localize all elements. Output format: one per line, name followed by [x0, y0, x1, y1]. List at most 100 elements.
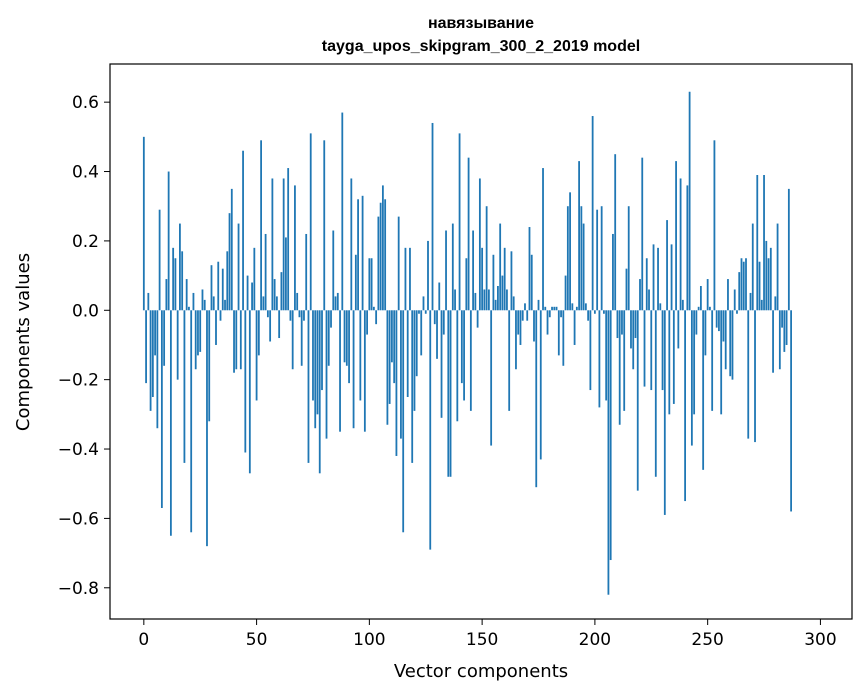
- bar-component-72: [305, 233, 308, 311]
- bar-component-110: [391, 310, 393, 363]
- y-tick-label: 0.2: [72, 232, 99, 252]
- bar-component-24: [197, 310, 199, 356]
- bar-component-169: [524, 303, 526, 311]
- bar-component-67: [294, 185, 296, 311]
- bar-component-189: [569, 192, 571, 311]
- bar-component-13: [172, 247, 175, 311]
- bar-component-102: [372, 306, 375, 311]
- bar-component-77: [316, 310, 319, 415]
- bar-component-176: [539, 310, 542, 460]
- bar-component-134: [445, 230, 447, 311]
- bar-component-136: [449, 310, 452, 477]
- bar-component-38: [228, 213, 231, 311]
- bar-component-62: [282, 178, 285, 311]
- bar-component-271: [754, 310, 756, 443]
- bar-component-254: [715, 310, 718, 328]
- bar-component-281: [776, 223, 779, 311]
- bar-component-128: [431, 122, 434, 311]
- bar-component-217: [632, 310, 635, 370]
- bar-component-220: [639, 279, 641, 311]
- bar-component-192: [575, 306, 578, 311]
- bar-component-203: [600, 206, 603, 311]
- bar-component-269: [749, 292, 752, 311]
- bar-component-286: [787, 188, 790, 311]
- bar-component-222: [643, 310, 646, 387]
- bar-component-14: [174, 258, 177, 311]
- bar-component-6: [156, 310, 159, 429]
- bar-component-177: [542, 168, 544, 311]
- bar-component-86: [336, 292, 339, 311]
- bar-component-84: [332, 230, 335, 311]
- bar-component-114: [400, 310, 402, 439]
- bar-component-139: [456, 310, 459, 422]
- bar-component-240: [684, 310, 686, 502]
- bar-component-179: [546, 310, 549, 335]
- bar-component-149: [478, 178, 481, 311]
- bar-component-138: [454, 289, 456, 311]
- bar-component-0: [142, 136, 145, 311]
- y-tick-label: −0.4: [58, 440, 99, 460]
- bar-component-125: [424, 310, 427, 314]
- bar-component-168: [521, 310, 524, 321]
- bar-component-186: [562, 310, 565, 366]
- bar-component-113: [397, 216, 400, 311]
- bar-component-144: [467, 157, 470, 311]
- bar-component-92: [350, 178, 353, 311]
- y-tick-label: −0.2: [58, 371, 99, 391]
- bar-component-231: [663, 310, 666, 515]
- bar-component-73: [307, 310, 310, 463]
- bar-component-17: [181, 251, 184, 311]
- bar-component-48: [251, 282, 253, 311]
- x-tick-label: 200: [579, 630, 611, 650]
- bar-component-22: [192, 292, 195, 311]
- bar-component-216: [630, 310, 632, 349]
- bar-component-194: [580, 206, 583, 311]
- bar-component-15: [176, 310, 179, 380]
- bar-component-155: [492, 254, 495, 311]
- bar-component-235: [672, 310, 675, 404]
- y-tick-label: 0.4: [72, 163, 99, 183]
- bar-component-37: [226, 251, 229, 311]
- bar-component-252: [711, 310, 714, 411]
- bar-component-4: [151, 310, 154, 397]
- bar-component-12: [169, 310, 172, 536]
- bar-component-122: [418, 310, 420, 314]
- bar-component-54: [264, 233, 267, 311]
- bar-component-119: [411, 310, 414, 463]
- bar-component-127: [429, 310, 432, 550]
- bar-component-161: [506, 289, 508, 311]
- bar-component-173: [533, 310, 535, 342]
- bar-component-219: [636, 310, 639, 491]
- bar-component-42: [237, 223, 240, 311]
- bar-component-257: [722, 310, 725, 342]
- bar-component-118: [409, 247, 411, 311]
- bar-component-58: [273, 279, 276, 311]
- bar-component-121: [415, 310, 418, 377]
- bar-component-204: [603, 310, 605, 314]
- bar-component-105: [379, 202, 382, 311]
- bar-component-250: [706, 279, 709, 311]
- x-tick-label: 150: [466, 630, 498, 650]
- bar-component-74: [309, 133, 312, 311]
- bar-component-184: [557, 310, 560, 356]
- bar-component-163: [510, 251, 513, 311]
- bar-component-129: [433, 310, 436, 325]
- bar-component-260: [729, 310, 732, 377]
- bar-component-275: [763, 175, 765, 311]
- y-tick-label: −0.8: [58, 579, 99, 599]
- bar-component-151: [483, 289, 486, 311]
- bar-component-283: [781, 310, 783, 328]
- bar-component-101: [370, 258, 373, 311]
- bar-component-65: [289, 310, 292, 321]
- bar-component-224: [648, 289, 650, 311]
- bar-component-218: [634, 310, 637, 339]
- bar-component-143: [465, 258, 468, 311]
- bar-component-142: [463, 310, 465, 401]
- bar-component-287: [790, 310, 792, 512]
- bar-component-227: [654, 310, 657, 477]
- bar-component-230: [661, 310, 664, 391]
- bar-component-97: [361, 195, 364, 311]
- bar-component-87: [339, 310, 341, 432]
- bar-component-188: [566, 206, 569, 311]
